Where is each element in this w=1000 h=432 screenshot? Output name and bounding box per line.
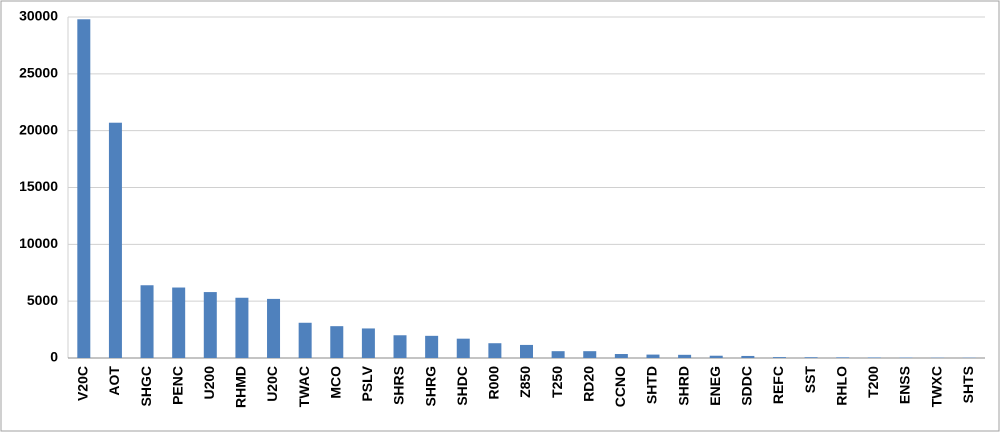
bar [203,292,217,358]
x-tick-label: AOT [106,366,122,396]
bar [456,338,470,358]
x-tick-label: CCNO [612,366,628,407]
bar [614,354,628,358]
x-tick-label: ENEG [707,366,723,406]
x-tick-label: SHGC [138,366,154,406]
bar [709,355,723,358]
bar [393,335,407,358]
x-tick-label: REFC [770,366,786,404]
x-tick-label: SST [802,366,818,394]
x-tick-label: RD20 [580,366,596,402]
x-tick-label: TWAC [296,366,312,407]
x-tick-label: MCO [327,366,343,399]
bar [488,343,502,358]
x-tick-label: ENSS [897,366,913,404]
x-tick-label: Z850 [517,366,533,398]
x-tick-label: SHRS [391,366,407,405]
bar [108,122,122,359]
x-tick-label: T250 [549,366,565,398]
bar [772,357,786,358]
bar [267,298,281,358]
y-tick-label: 10000 [19,235,58,251]
bar [646,354,660,358]
bar [140,285,154,358]
y-tick-label: 15000 [19,178,58,194]
bar [678,354,692,358]
x-tick-label: RHLO [833,366,849,406]
bar [520,344,533,358]
y-tick-label: 0 [50,349,58,365]
bar [235,297,249,358]
x-tick-label: V20C [75,366,91,401]
bar [298,322,312,358]
x-tick-label: PENC [169,366,185,405]
x-tick-label: T200 [865,366,881,398]
y-tick-label: 5000 [27,292,58,308]
y-tick-label: 20000 [19,121,58,137]
y-tick-label: 30000 [19,8,58,24]
bar [425,335,439,358]
bar [172,287,186,358]
bar [804,357,818,358]
x-tick-label: U20C [264,366,280,402]
bar [77,19,91,358]
x-tick-label: SDDC [739,366,755,406]
bar [867,357,881,358]
x-tick-label: PSLV [359,365,375,401]
x-tick-label: RHMD [233,366,249,408]
x-tick-label: SHRD [675,366,691,406]
bar [741,355,755,358]
bar [361,328,375,358]
x-tick-label: TWXC [928,366,944,407]
x-tick-label: SHDC [454,366,470,406]
x-tick-label: U200 [201,366,217,400]
x-tick-label: SHRG [422,366,438,407]
bar [551,351,565,358]
x-tick-label: R000 [486,366,502,400]
bar [583,351,597,358]
y-tick-label: 25000 [19,65,58,81]
x-tick-label: SHTD [644,366,660,404]
bar [836,357,850,358]
bar [330,326,344,358]
x-tick-label: SHTS [960,366,976,403]
